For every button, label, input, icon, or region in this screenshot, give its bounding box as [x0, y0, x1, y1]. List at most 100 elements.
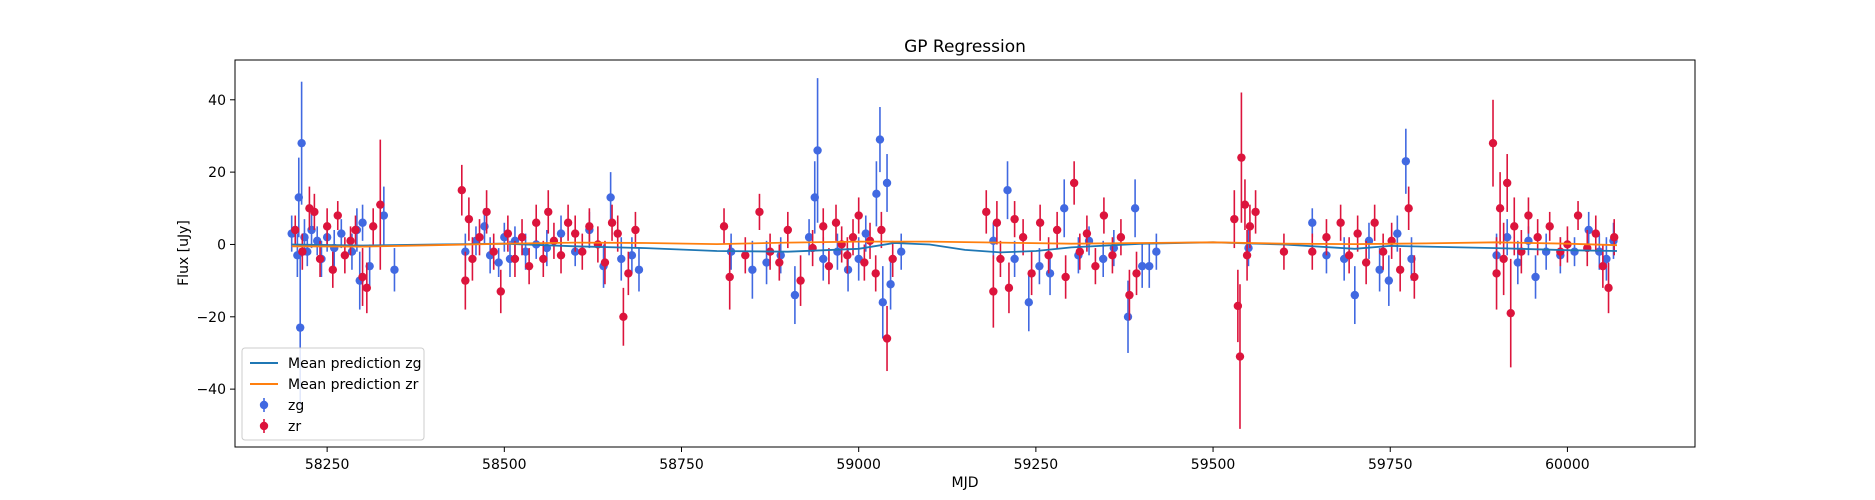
data-point-zr — [1573, 211, 1583, 220]
data-point-zr — [1116, 233, 1126, 242]
data-point-zg — [810, 193, 819, 202]
data-point-zr — [624, 269, 633, 278]
data-point-zr — [468, 254, 477, 264]
x-tick-label: 58250 — [305, 457, 350, 473]
data-point-zg — [875, 135, 885, 144]
data-point-zr — [517, 233, 527, 242]
data-point-zr — [1230, 214, 1239, 224]
data-point-zg — [748, 265, 757, 274]
data-point-zr — [888, 254, 897, 264]
plot-area — [287, 78, 1619, 429]
data-point-zr — [871, 269, 880, 278]
data-point-zg — [1130, 204, 1140, 213]
data-point-zr — [613, 229, 622, 238]
data-point-zr — [1353, 229, 1362, 238]
data-point-zr — [585, 222, 594, 231]
legend-marker-swatch — [259, 400, 269, 410]
data-point-zr — [1336, 218, 1345, 227]
data-point-zr — [996, 254, 1005, 264]
data-point-zr — [570, 229, 580, 238]
data-point-zr — [1240, 200, 1250, 209]
legend-marker-swatch — [259, 421, 269, 431]
data-point-zg — [762, 258, 771, 267]
data-point-zr — [328, 265, 338, 274]
data-point-zr — [607, 218, 617, 227]
x-tick-label: 58750 — [659, 457, 704, 473]
data-point-zg — [804, 233, 814, 242]
data-point-zr — [619, 312, 628, 321]
data-point-zr — [1370, 218, 1379, 227]
x-tick-label: 59250 — [1014, 457, 1059, 473]
data-point-zr — [340, 251, 350, 260]
data-point-zg — [1099, 254, 1108, 264]
data-point-zr — [992, 218, 1002, 227]
x-tick-label: 60000 — [1545, 457, 1590, 473]
data-point-zr — [1308, 247, 1317, 256]
data-point-zg — [886, 280, 895, 289]
data-point-zg — [297, 138, 306, 148]
data-point-zg — [1060, 204, 1069, 213]
data-point-zg — [358, 218, 367, 227]
data-point-zg — [390, 265, 399, 274]
data-point-zr — [503, 229, 513, 238]
data-point-zr — [489, 247, 498, 256]
data-point-zg — [1595, 247, 1604, 256]
data-point-zg — [1584, 225, 1593, 235]
data-point-zr — [1410, 272, 1419, 282]
data-point-zr — [600, 258, 610, 267]
data-point-zr — [1404, 204, 1413, 213]
data-point-zr — [1075, 247, 1085, 256]
x-tick-label: 59750 — [1368, 457, 1413, 473]
data-point-zg — [1308, 218, 1317, 227]
data-point-zr — [824, 261, 834, 271]
data-point-zg — [627, 251, 637, 260]
data-point-zg — [1401, 157, 1411, 166]
data-point-zg — [1145, 261, 1154, 271]
x-tick-label: 59000 — [836, 457, 881, 473]
data-point-zg — [1384, 276, 1394, 285]
data-point-zr — [860, 258, 869, 267]
data-point-zr — [1545, 222, 1554, 231]
data-point-zr — [510, 254, 520, 264]
data-point-zr — [1344, 251, 1354, 260]
data-point-zr — [1099, 211, 1109, 220]
data-point-zr — [982, 207, 991, 217]
data-point-zg — [606, 193, 615, 202]
data-point-zg — [1602, 254, 1611, 264]
axes-frame — [234, 59, 1696, 448]
data-point-zg — [1393, 229, 1402, 238]
data-point-zg — [1570, 247, 1579, 256]
data-point-zg — [1003, 186, 1012, 195]
data-point-zr — [819, 222, 828, 231]
data-point-zr — [796, 276, 805, 285]
data-point-zr — [1378, 247, 1388, 256]
data-point-zg — [1137, 261, 1147, 271]
y-tick-label: −40 — [196, 382, 226, 398]
data-point-zr — [376, 200, 385, 209]
data-point-zr — [1604, 283, 1613, 293]
data-point-zr — [464, 214, 474, 224]
y-tick-label: 40 — [208, 93, 226, 109]
data-point-zr — [1018, 233, 1028, 242]
data-point-zr — [1082, 229, 1092, 238]
data-point-zr — [1052, 225, 1062, 235]
data-point-zg — [1123, 312, 1133, 321]
x-axis-label: MJD — [952, 475, 979, 491]
y-axis-label: Flux [uJy] — [176, 220, 192, 286]
data-point-zg — [813, 146, 822, 155]
data-point-zg — [872, 189, 881, 199]
data-point-zr — [882, 334, 892, 343]
data-point-zg — [819, 254, 828, 264]
data-point-zr — [1361, 258, 1371, 267]
data-point-zr — [1533, 233, 1542, 242]
data-point-zg — [347, 247, 357, 256]
data-point-zg — [300, 233, 309, 242]
data-point-zr — [563, 218, 573, 227]
data-point-zr — [755, 207, 764, 217]
data-point-zr — [475, 233, 484, 242]
data-point-zr — [1010, 214, 1019, 224]
data-point-zr — [1061, 272, 1070, 282]
chart-title: GP Regression — [904, 37, 1026, 57]
data-point-zg — [556, 229, 566, 238]
data-point-zg — [337, 229, 346, 238]
